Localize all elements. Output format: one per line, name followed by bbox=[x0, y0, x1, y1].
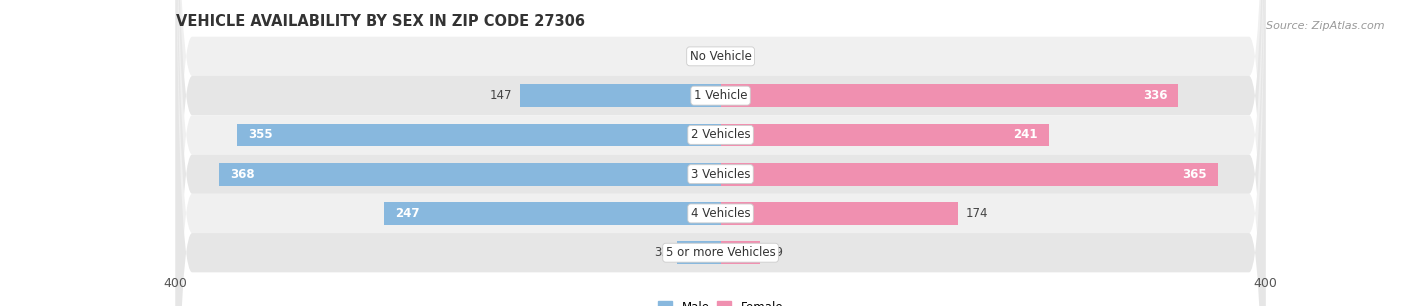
FancyBboxPatch shape bbox=[176, 0, 1265, 306]
Bar bbox=[721, 163, 1218, 185]
Text: 147: 147 bbox=[489, 89, 512, 102]
Bar bbox=[384, 202, 721, 225]
FancyBboxPatch shape bbox=[176, 0, 1265, 306]
Text: 4 Vehicles: 4 Vehicles bbox=[690, 207, 751, 220]
Bar bbox=[238, 124, 721, 146]
Text: 336: 336 bbox=[1143, 89, 1167, 102]
Text: 3 Vehicles: 3 Vehicles bbox=[690, 168, 751, 181]
Text: 355: 355 bbox=[247, 129, 273, 141]
Bar bbox=[219, 163, 721, 185]
Text: 241: 241 bbox=[1014, 129, 1038, 141]
Text: 32: 32 bbox=[654, 246, 669, 259]
Text: 0: 0 bbox=[703, 50, 710, 63]
Text: VEHICLE AVAILABILITY BY SEX IN ZIP CODE 27306: VEHICLE AVAILABILITY BY SEX IN ZIP CODE … bbox=[176, 13, 585, 28]
Text: Source: ZipAtlas.com: Source: ZipAtlas.com bbox=[1267, 21, 1385, 32]
FancyBboxPatch shape bbox=[176, 0, 1265, 306]
Bar bbox=[721, 124, 1049, 146]
Text: 247: 247 bbox=[395, 207, 419, 220]
Bar bbox=[721, 202, 957, 225]
Text: 365: 365 bbox=[1182, 168, 1206, 181]
Bar bbox=[721, 84, 1178, 107]
FancyBboxPatch shape bbox=[176, 0, 1265, 306]
Text: 5 or more Vehicles: 5 or more Vehicles bbox=[665, 246, 776, 259]
Text: 368: 368 bbox=[231, 168, 254, 181]
Bar bbox=[520, 84, 721, 107]
Bar bbox=[678, 241, 721, 264]
FancyBboxPatch shape bbox=[176, 0, 1265, 306]
Text: No Vehicle: No Vehicle bbox=[689, 50, 752, 63]
Text: 174: 174 bbox=[966, 207, 988, 220]
Text: 0: 0 bbox=[731, 50, 738, 63]
Bar bbox=[721, 241, 761, 264]
Legend: Male, Female: Male, Female bbox=[654, 296, 787, 306]
FancyBboxPatch shape bbox=[176, 0, 1265, 306]
Text: 2 Vehicles: 2 Vehicles bbox=[690, 129, 751, 141]
Text: 29: 29 bbox=[768, 246, 783, 259]
Text: 1 Vehicle: 1 Vehicle bbox=[693, 89, 748, 102]
